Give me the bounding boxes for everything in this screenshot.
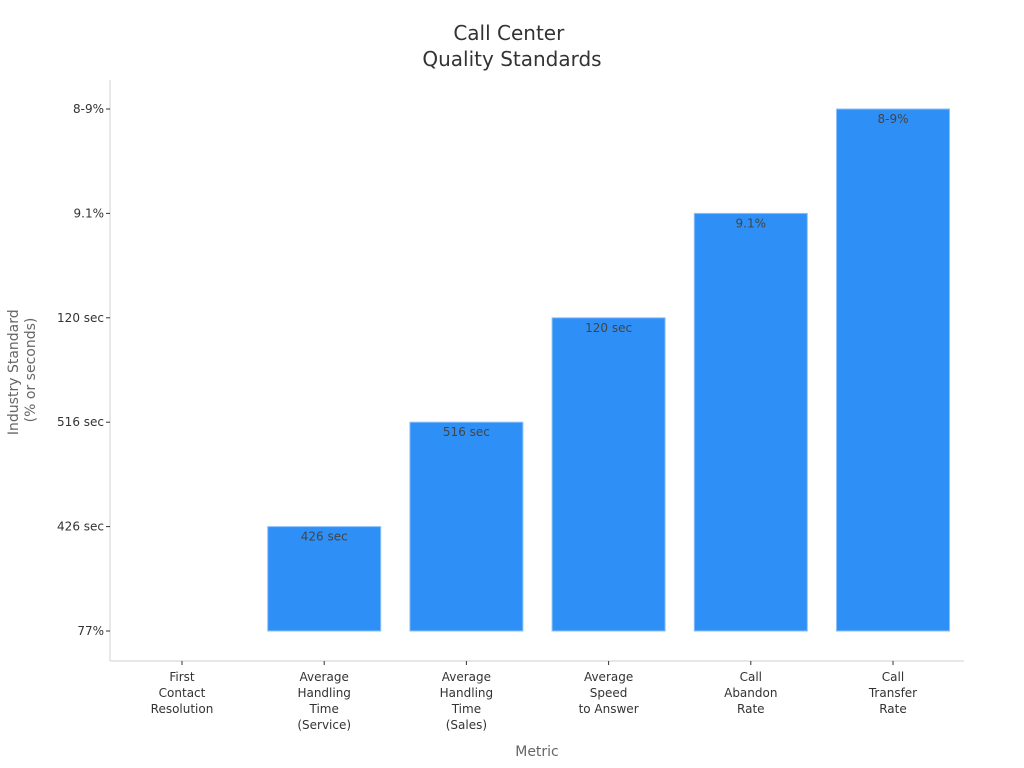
- x-tick-label-line: Time: [309, 702, 339, 716]
- x-tick-label-line: Transfer: [868, 686, 917, 700]
- x-axis-title: Metric: [515, 744, 559, 760]
- x-tick-label: Average Handling Time (Service): [297, 670, 351, 732]
- y-axis-title: Industry Standard (% or seconds): [6, 305, 39, 435]
- chart-title-line-1: Call Center: [453, 21, 565, 45]
- bar-value-label: 426 sec: [301, 530, 348, 544]
- x-tick-label: Average Speed to Answer: [579, 670, 639, 716]
- y-tick-label: 77%: [77, 624, 104, 638]
- x-tick-label-line: Handling: [297, 686, 351, 700]
- bar-value-label: 120 sec: [585, 321, 632, 335]
- x-tick-label-line: (Service): [297, 718, 351, 732]
- x-tick-label-line: (Sales): [446, 718, 487, 732]
- bar: [267, 526, 382, 632]
- y-tick-label: 426 sec: [57, 520, 104, 534]
- bar: [836, 108, 950, 632]
- x-tick-label-line: Handling: [440, 686, 494, 700]
- x-tick-label: Call Transfer Rate: [868, 670, 917, 716]
- x-tick-label-line: Time: [451, 702, 481, 716]
- x-tick-label-line: Resolution: [151, 702, 214, 716]
- x-tick-label-line: Rate: [879, 702, 907, 716]
- bar-value-label: 8-9%: [877, 112, 908, 126]
- bar-value-labels: 426 sec 516 sec 120 sec 9.1% 8-9%: [301, 112, 909, 544]
- x-tick-label-line: Average: [584, 670, 633, 684]
- bar: [409, 421, 524, 632]
- bars: [267, 108, 950, 632]
- x-tick-label-line: Rate: [737, 702, 765, 716]
- bar: [693, 212, 808, 632]
- x-tick-label: Call Abandon Rate: [724, 670, 777, 716]
- x-tick-label-line: Call: [740, 670, 762, 684]
- x-tick-label-line: Speed: [590, 686, 628, 700]
- x-tick-label-line: to Answer: [579, 702, 639, 716]
- x-tick-label-line: First: [169, 670, 195, 684]
- y-axis-ticks: 77% 426 sec 516 sec 120 sec 9.1% 8-9%: [57, 102, 110, 638]
- bar-value-label: 516 sec: [443, 425, 490, 439]
- x-tick-label-line: Average: [300, 670, 349, 684]
- x-tick-label-line: Abandon: [724, 686, 777, 700]
- bar-value-label: 9.1%: [736, 216, 767, 230]
- y-axis-title-line-1: Industry Standard: [6, 309, 22, 435]
- y-tick-label: 9.1%: [74, 206, 105, 220]
- y-tick-label: 120 sec: [57, 311, 104, 325]
- x-tick-label-line: Call: [882, 670, 904, 684]
- x-tick-label: Average Handling Time (Sales): [440, 670, 494, 732]
- chart-title-line-2: Quality Standards: [422, 47, 601, 71]
- y-tick-label: 516 sec: [57, 415, 104, 429]
- x-tick-label-line: Average: [442, 670, 491, 684]
- chart-title: Call Center Quality Standards: [422, 21, 601, 71]
- x-tick-label: First Contact Resolution: [151, 670, 214, 716]
- x-tick-label-line: Contact: [159, 686, 206, 700]
- x-axis-tick-labels: First Contact Resolution Average Handling Tim…: [151, 661, 917, 732]
- bar: [551, 317, 666, 632]
- y-tick-label: 8-9%: [73, 102, 104, 116]
- y-axis-title-line-2: (% or seconds): [23, 318, 39, 423]
